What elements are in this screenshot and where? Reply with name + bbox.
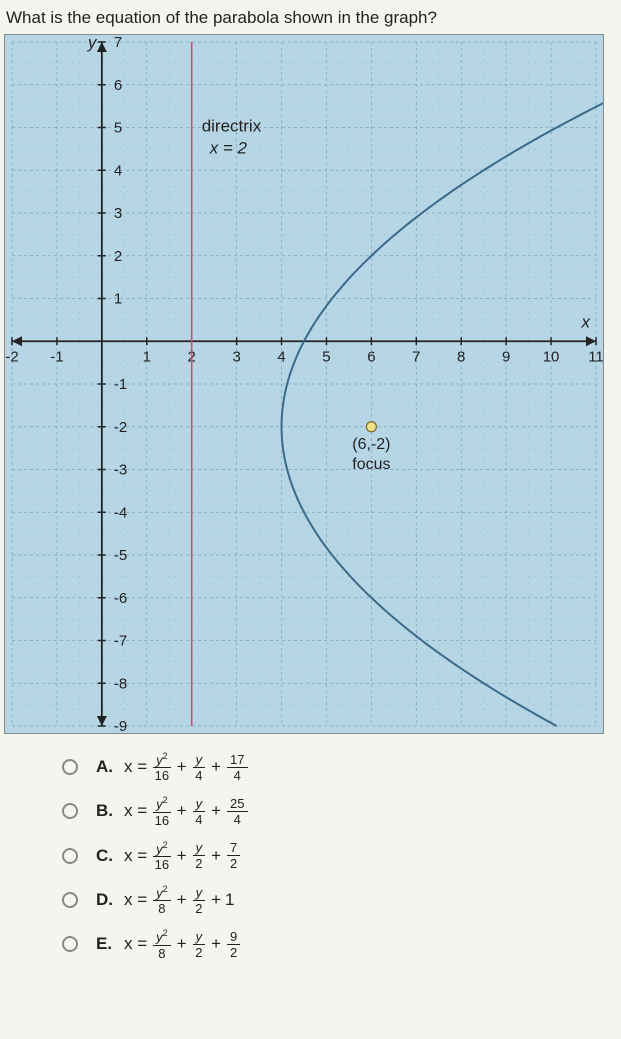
svg-text:2: 2 [114,248,122,265]
svg-text:3: 3 [232,348,240,365]
radio-button[interactable] [62,803,78,819]
svg-text:-2: -2 [5,348,18,365]
answer-equation: x =y28+y2+92 [124,929,242,959]
answer-option[interactable]: A.x =y216+y4+174 [62,752,617,782]
svg-text:7: 7 [114,34,122,51]
svg-text:-2: -2 [114,419,127,436]
svg-text:4: 4 [277,348,285,365]
answer-equation: x =y216+y4+174 [124,752,250,782]
answer-letter: D. [96,890,124,910]
question-text: What is the equation of the parabola sho… [4,8,617,28]
answer-list: A.x =y216+y4+174B.x =y216+y4+254C.x =y21… [4,752,617,960]
svg-text:(6,-2): (6,-2) [352,436,390,453]
radio-button[interactable] [62,936,78,952]
answer-letter: B. [96,801,124,821]
svg-text:-8: -8 [114,675,127,692]
svg-text:5: 5 [114,120,122,137]
radio-button[interactable] [62,759,78,775]
svg-text:11: 11 [588,348,604,365]
svg-text:6: 6 [367,348,375,365]
svg-text:7: 7 [412,348,420,365]
svg-text:-9: -9 [114,718,127,734]
svg-text:-3: -3 [114,462,127,479]
answer-equation: x =y216+y4+254 [124,796,250,826]
svg-text:-1: -1 [114,376,127,393]
answer-letter: E. [96,934,124,954]
svg-text:directrix: directrix [202,117,262,136]
answer-letter: C. [96,846,124,866]
svg-text:-1: -1 [50,348,63,365]
answer-letter: A. [96,757,124,777]
answer-option[interactable]: B.x =y216+y4+254 [62,796,617,826]
answer-option[interactable]: C.x =y216+y2+72 [62,841,617,871]
svg-text:1: 1 [114,291,122,308]
svg-text:8: 8 [457,348,465,365]
answer-equation: x =y216+y2+72 [124,841,242,871]
radio-button[interactable] [62,848,78,864]
svg-text:1: 1 [143,348,151,365]
svg-text:-4: -4 [114,504,127,521]
svg-text:9: 9 [502,348,510,365]
svg-text:4: 4 [114,162,122,179]
svg-text:-6: -6 [114,590,127,607]
svg-text:-5: -5 [114,547,127,564]
svg-text:6: 6 [114,77,122,94]
answer-equation: x =y28+y2+1 [124,885,235,915]
svg-text:10: 10 [543,348,560,365]
svg-text:x: x [581,312,591,331]
answer-option[interactable]: D.x =y28+y2+1 [62,885,617,915]
svg-text:3: 3 [114,205,122,222]
svg-text:x = 2: x = 2 [209,139,248,158]
graph-container: -2-112345678910117654321-1-2-3-4-5-6-7-8… [4,34,604,734]
svg-text:focus: focus [352,456,390,473]
svg-text:5: 5 [322,348,330,365]
svg-text:y: y [87,34,98,52]
answer-option[interactable]: E.x =y28+y2+92 [62,929,617,959]
svg-text:-7: -7 [114,633,127,650]
radio-button[interactable] [62,892,78,908]
